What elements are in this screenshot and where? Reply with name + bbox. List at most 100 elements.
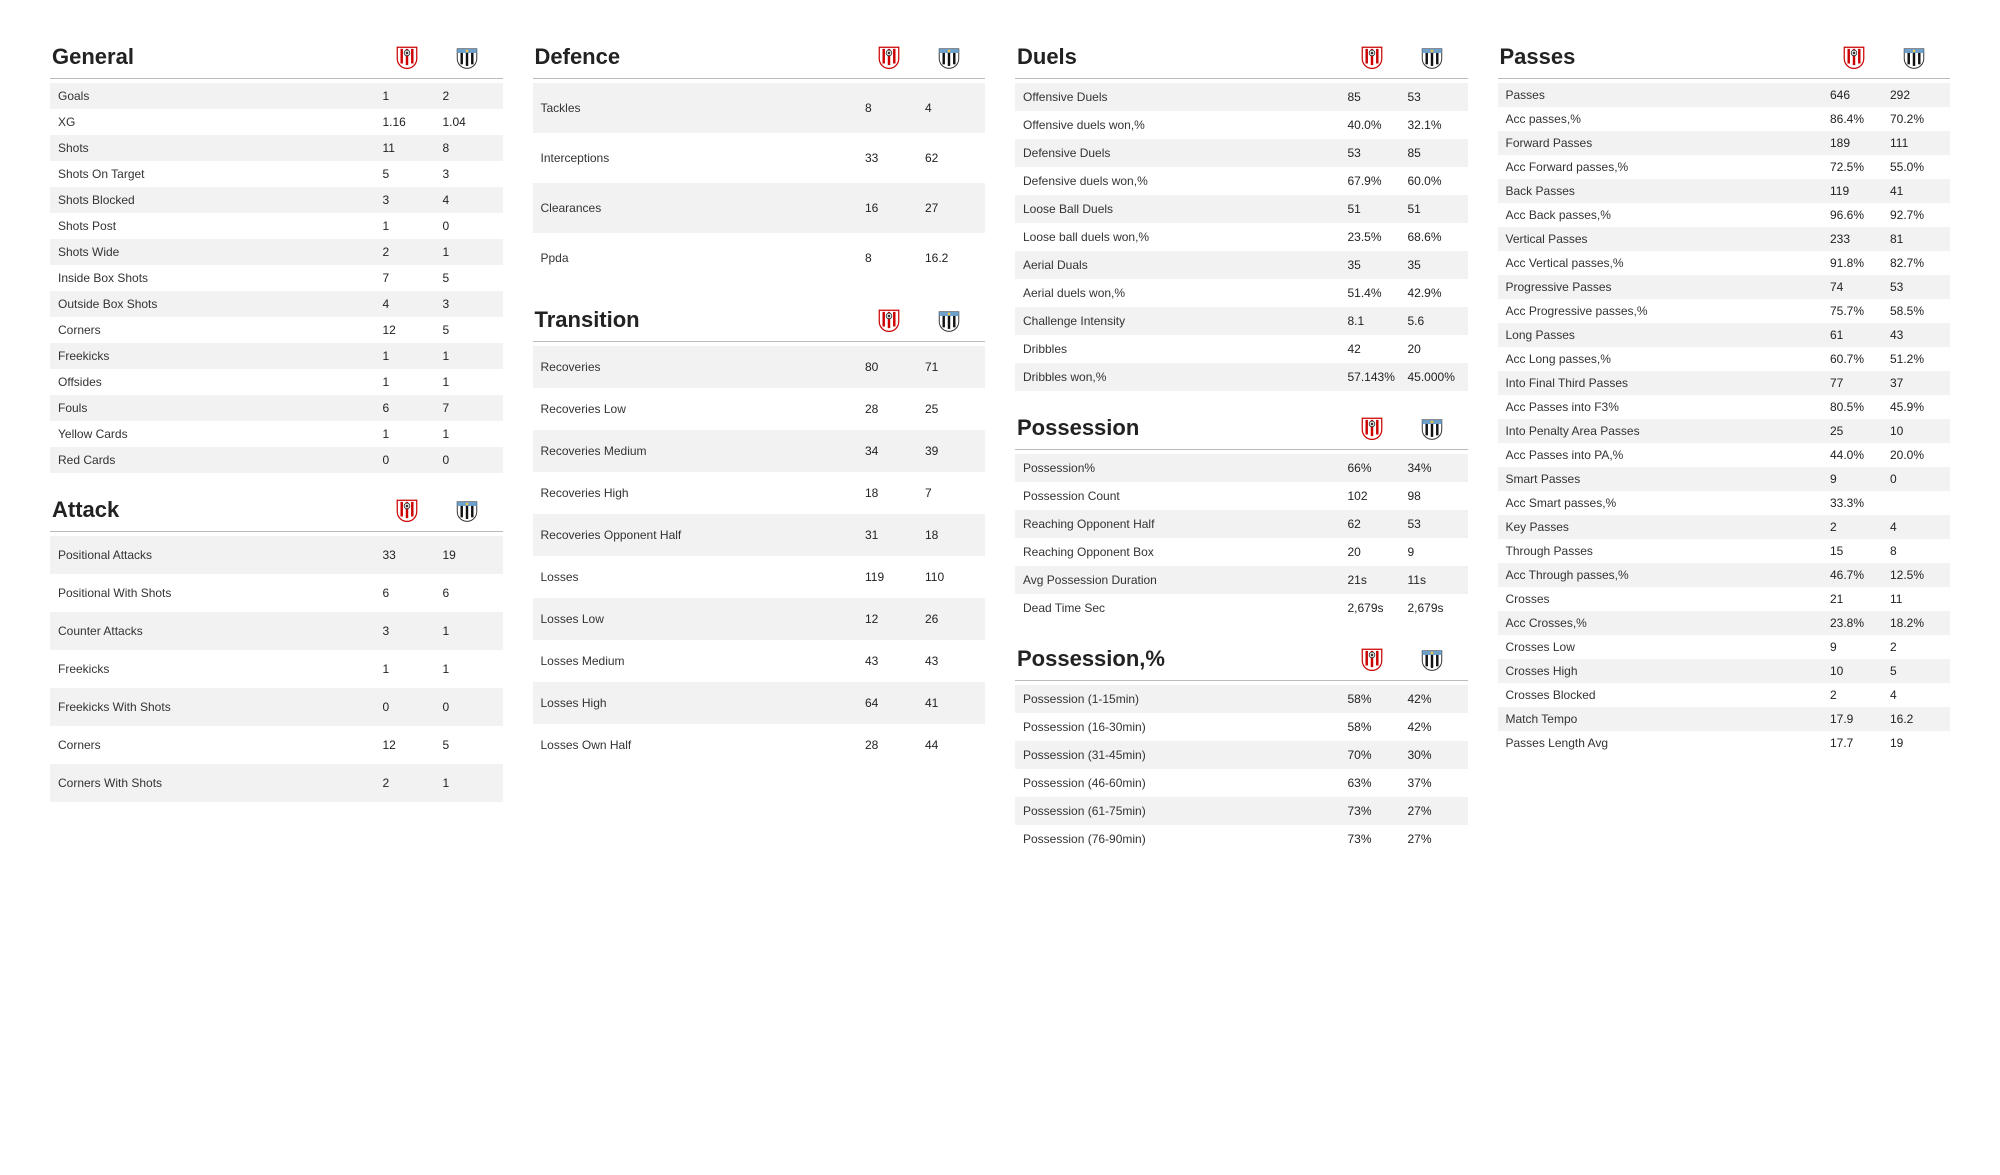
stat-home-value: 21 [1824, 592, 1884, 606]
section-attack: Attack Positional Attacks3319Positional … [50, 493, 503, 802]
stat-row: Into Penalty Area Passes2510 [1498, 419, 1951, 443]
section-header: Possession,% [1015, 642, 1468, 681]
stat-home-value: 33 [377, 548, 437, 562]
stat-away-value: 42% [1402, 720, 1462, 734]
stat-away-value: 45.000% [1402, 370, 1462, 384]
stat-row: Reaching Opponent Box209 [1015, 538, 1468, 566]
stat-away-value: 4 [1884, 520, 1944, 534]
stat-row: Crosses Low92 [1498, 635, 1951, 659]
stat-away-value: 51.2% [1884, 352, 1944, 366]
stat-row: Acc Passes into PA,%44.0%20.0% [1498, 443, 1951, 467]
stat-row: Possession (16-30min)58%42% [1015, 713, 1468, 741]
stat-row: Goals12 [50, 83, 503, 109]
stat-label: Offensive Duels [1023, 90, 1342, 104]
stat-label: Ppda [541, 251, 860, 265]
stat-home-value: 80.5% [1824, 400, 1884, 414]
section-header: Passes [1498, 40, 1951, 79]
stat-home-value: 1 [377, 349, 437, 363]
stat-label: Dribbles won,% [1023, 370, 1342, 384]
stat-label: Acc Through passes,% [1506, 568, 1825, 582]
stat-label: Goals [58, 89, 377, 103]
stat-home-value: 42 [1342, 342, 1402, 356]
stat-home-value: 57.143% [1342, 370, 1402, 384]
stat-home-value: 96.6% [1824, 208, 1884, 222]
section-title: Transition [535, 307, 860, 333]
stat-home-value: 91.8% [1824, 256, 1884, 270]
stat-row: Vertical Passes23381 [1498, 227, 1951, 251]
stat-away-value: 37 [1884, 376, 1944, 390]
stat-row: Acc Progressive passes,%75.7%58.5% [1498, 299, 1951, 323]
stat-row: Possession (1-15min)58%42% [1015, 685, 1468, 713]
stat-home-value: 2 [1824, 688, 1884, 702]
stat-home-value: 3 [377, 193, 437, 207]
stat-away-value: 0 [437, 219, 497, 233]
stat-away-value: 4 [437, 193, 497, 207]
stats-page: General Goals12XG1.161.04Shots118Shots O… [50, 40, 1950, 853]
stat-row: Interceptions3362 [533, 133, 986, 183]
stat-row: Long Passes6143 [1498, 323, 1951, 347]
stat-row: Dribbles won,%57.143%45.000% [1015, 363, 1468, 391]
stat-home-value: 12 [859, 612, 919, 626]
home-crest-icon [1342, 415, 1402, 441]
away-crest-icon [1402, 415, 1462, 441]
stat-home-value: 77 [1824, 376, 1884, 390]
stat-home-value: 189 [1824, 136, 1884, 150]
stat-label: Corners [58, 738, 377, 752]
stat-label: Interceptions [541, 151, 860, 165]
stat-away-value: 7 [437, 401, 497, 415]
stat-label: Crosses [1506, 592, 1825, 606]
stat-home-value: 66% [1342, 461, 1402, 475]
stat-row: Corners125 [50, 726, 503, 764]
stat-label: Shots [58, 141, 377, 155]
column-1: General Goals12XG1.161.04Shots118Shots O… [50, 40, 503, 853]
stat-home-value: 80 [859, 360, 919, 374]
stat-label: Into Penalty Area Passes [1506, 424, 1825, 438]
stat-away-value: 1 [437, 662, 497, 676]
stat-row: Losses Medium4343 [533, 640, 986, 682]
stat-row: Recoveries Opponent Half3118 [533, 514, 986, 556]
stat-label: Match Tempo [1506, 712, 1825, 726]
stat-row: Acc Through passes,%46.7%12.5% [1498, 563, 1951, 587]
stat-label: Crosses Low [1506, 640, 1825, 654]
stat-home-value: 74 [1824, 280, 1884, 294]
stat-row: Outside Box Shots43 [50, 291, 503, 317]
stat-label: Challenge Intensity [1023, 314, 1342, 328]
stat-home-value: 102 [1342, 489, 1402, 503]
stat-row: Corners125 [50, 317, 503, 343]
stat-home-value: 31 [859, 528, 919, 542]
home-crest-icon [377, 497, 437, 523]
stat-row: Offsides11 [50, 369, 503, 395]
stat-away-value: 2 [437, 89, 497, 103]
home-crest-icon [859, 44, 919, 70]
away-crest-icon [1402, 646, 1462, 672]
stat-away-value: 27 [919, 201, 979, 215]
stat-row: Freekicks With Shots00 [50, 688, 503, 726]
stat-label: Possession (31-45min) [1023, 748, 1342, 762]
stat-label: Losses High [541, 696, 860, 710]
stat-label: Key Passes [1506, 520, 1825, 534]
stat-away-value: 45.9% [1884, 400, 1944, 414]
stat-row: Shots Blocked34 [50, 187, 503, 213]
stat-away-value: 53 [1402, 517, 1462, 531]
stat-home-value: 85 [1342, 90, 1402, 104]
stat-away-value: 18.2% [1884, 616, 1944, 630]
stat-label: Recoveries [541, 360, 860, 374]
stat-home-value: 63% [1342, 776, 1402, 790]
stat-label: Losses Own Half [541, 738, 860, 752]
stat-home-value: 12 [377, 323, 437, 337]
stat-home-value: 2,679s [1342, 601, 1402, 615]
stat-away-value: 39 [919, 444, 979, 458]
stat-row: Reaching Opponent Half6253 [1015, 510, 1468, 538]
stat-home-value: 8 [859, 251, 919, 265]
column-4: Passes Passes646292Acc passes,%86.4%70.2… [1498, 40, 1951, 853]
stat-label: Into Final Third Passes [1506, 376, 1825, 390]
stat-label: Aerial duels won,% [1023, 286, 1342, 300]
stat-home-value: 2 [377, 245, 437, 259]
section-title: Defence [535, 44, 860, 70]
stat-row: Possession (76-90min)73%27% [1015, 825, 1468, 853]
stat-home-value: 23.8% [1824, 616, 1884, 630]
stat-label: Fouls [58, 401, 377, 415]
stat-home-value: 1.16 [377, 115, 437, 129]
stat-home-value: 64 [859, 696, 919, 710]
stat-away-value: 71 [919, 360, 979, 374]
